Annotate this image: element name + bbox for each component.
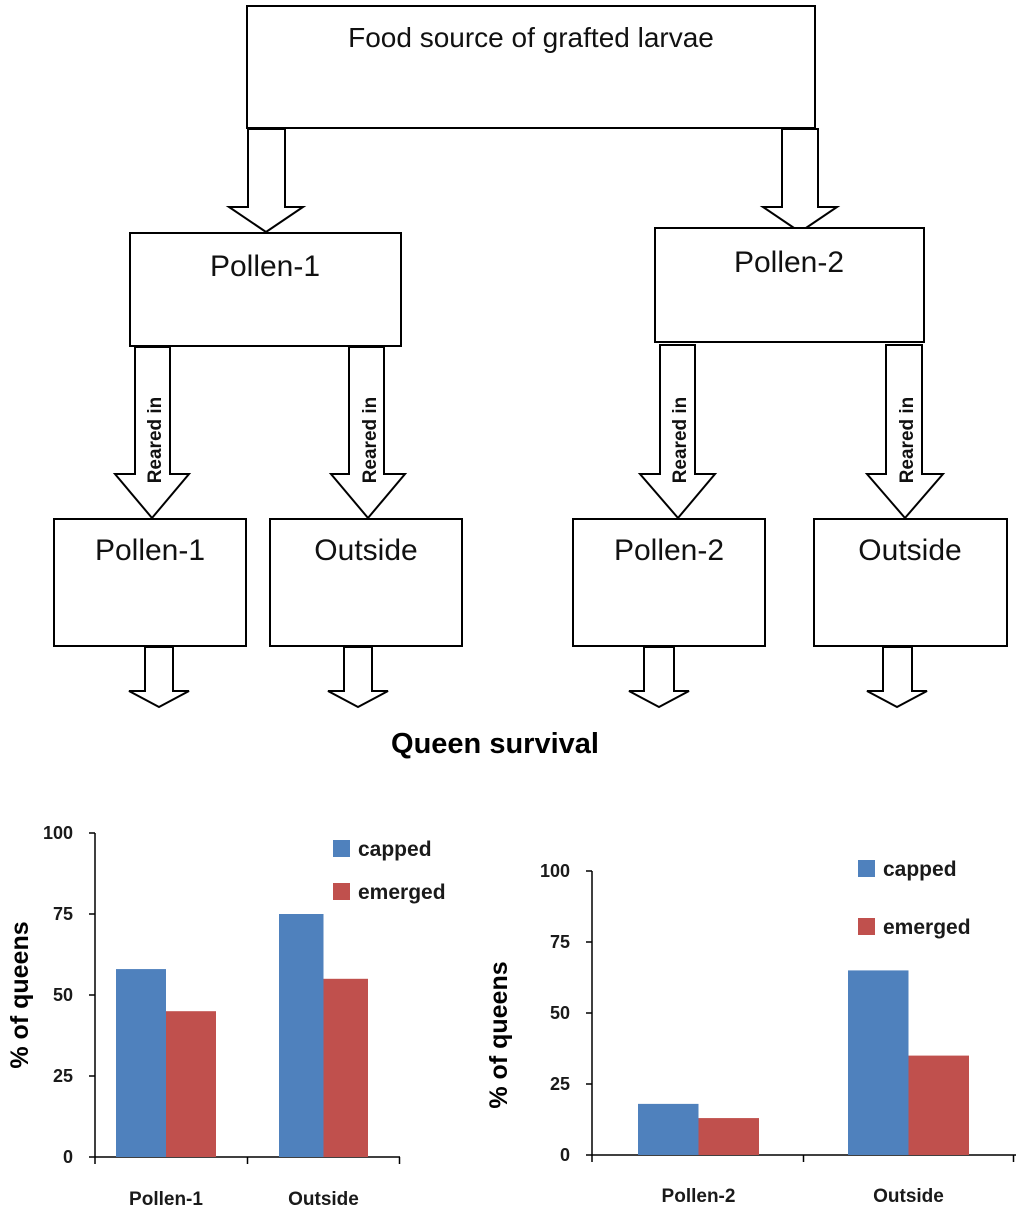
bars: [116, 914, 368, 1157]
top-box: [246, 5, 816, 129]
y-tick-label: 75: [53, 904, 73, 924]
y-tick-label: 25: [53, 1066, 73, 1086]
pollen-1-reared-box: [53, 518, 247, 647]
legend-swatch-capped: [858, 860, 875, 877]
legend: capped emerged: [333, 838, 446, 904]
arrow-down-icon: [628, 646, 690, 709]
y-ticks: 0 25 50 75 100: [540, 861, 592, 1165]
pollen-2-box: [654, 227, 925, 343]
y-tick-label: 50: [53, 985, 73, 1005]
legend-swatch-emerged: [333, 883, 350, 900]
arrow-down-icon: [128, 646, 190, 709]
chart-pollen-2: 0 25 50 75 100 Pollen-2 Outside % of queens c…: [485, 858, 1016, 1207]
bar-capped-outside: [848, 970, 909, 1155]
y-tick-label: 0: [560, 1145, 570, 1165]
category-labels: Pollen-2 Outside: [591, 1155, 1015, 1207]
pollen-2-reared-box: [572, 518, 766, 647]
reared-in-label: Reared in: [360, 397, 381, 484]
arrow-down-icon: [759, 128, 841, 234]
category-label: Pollen-2: [662, 1186, 736, 1207]
bar-capped-pollen-1: [116, 969, 166, 1157]
category-label: Outside: [288, 1189, 359, 1210]
legend-swatch-emerged: [858, 918, 875, 935]
bar-capped-outside: [279, 914, 324, 1157]
y-tick-label: 100: [43, 823, 73, 843]
y-axis-label: % of queens: [6, 921, 34, 1068]
y-axis-label: % of queens: [485, 961, 513, 1108]
pollen-1-label: Pollen-1: [210, 250, 320, 283]
y-tick-label: 75: [550, 932, 570, 952]
legend-label-capped: capped: [883, 858, 957, 881]
legend-swatch-capped: [333, 840, 350, 857]
bars: [638, 970, 969, 1155]
arrow-down-icon: [866, 646, 928, 709]
legend: capped emerged: [858, 858, 971, 939]
reared-in-arrow: [112, 346, 192, 520]
outside-1-label: Outside: [314, 534, 417, 567]
y-tick-label: 0: [63, 1147, 73, 1167]
pollen-2-reared-label: Pollen-2: [614, 534, 724, 567]
legend-label-capped: capped: [358, 838, 432, 861]
bar-emerged-outside: [908, 1055, 969, 1155]
chart-pollen-1: 0 25 50 75 100 Pollen-1 Outside % of queens c…: [6, 823, 446, 1210]
category-labels: Pollen-1 Outside: [94, 1157, 401, 1210]
legend-label-emerged: emerged: [883, 916, 971, 939]
y-tick-label: 100: [540, 861, 570, 881]
flow-diagram: Food source of grafted larvae Pollen-1 P…: [53, 5, 1008, 760]
bar-emerged-pollen-1: [166, 1011, 216, 1157]
bar-capped-pollen-2: [638, 1103, 699, 1155]
arrow-down-icon: [225, 128, 307, 234]
queen-survival-title: Queen survival: [391, 728, 599, 760]
arrow-down-icon: [327, 646, 389, 709]
pollen-2-label: Pollen-2: [734, 246, 844, 279]
reared-in-arrow: [328, 346, 408, 520]
bar-emerged-pollen-2: [698, 1118, 759, 1155]
pollen-1-box: [129, 232, 402, 347]
bar-emerged-outside: [323, 978, 368, 1157]
top-box-label: Food source of grafted larvae: [348, 22, 714, 53]
y-ticks: 0 25 50 75 100: [43, 823, 95, 1167]
category-label: Outside: [873, 1186, 944, 1207]
category-label: Pollen-1: [129, 1189, 203, 1210]
legend-label-emerged: emerged: [358, 881, 446, 904]
pollen-1-reared-label: Pollen-1: [95, 534, 205, 567]
reared-in-arrow: [637, 344, 718, 520]
y-tick-label: 25: [550, 1074, 570, 1094]
reared-in-label: Reared in: [145, 397, 166, 484]
reared-in-arrow: [864, 344, 946, 520]
reared-in-label: Reared in: [897, 397, 918, 484]
y-tick-label: 50: [550, 1003, 570, 1023]
outside-2-label: Outside: [858, 534, 961, 567]
reared-in-label: Reared in: [670, 397, 691, 484]
